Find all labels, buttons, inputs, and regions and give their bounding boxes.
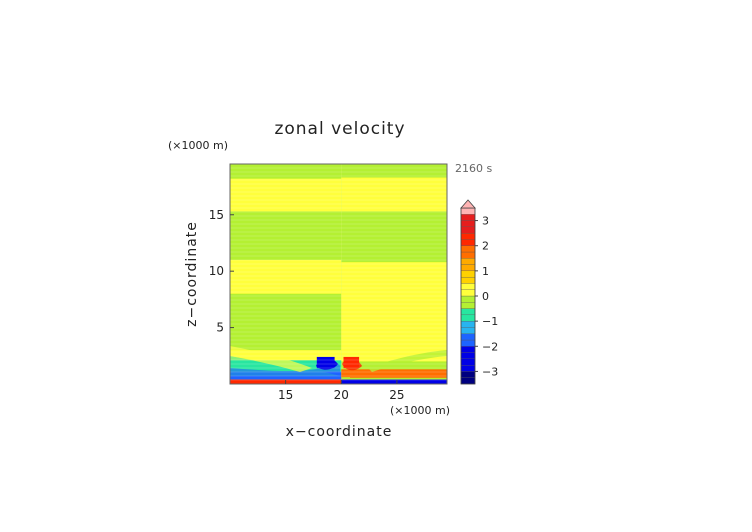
x-unit-label: (×1000 m) [390,404,450,417]
velocity-field [230,164,447,384]
y-ticks: 5 10 15 [209,208,234,335]
colorbar-tick-label: 1 [482,265,489,278]
velocity-region-6 [341,262,447,362]
x-ticks: 15 20 25 [278,380,405,402]
y-axis-label: z−coordinate [184,221,200,327]
colorbar-ticks: 3 2 1 0 −1 −2 −3 [475,215,498,378]
x-tick-label: 25 [389,388,404,402]
colorbar-swatch [460,276,476,284]
colorbar-swatch [460,314,476,322]
colorbar-extend-arrow [460,199,476,209]
colorbar-swatch [460,302,476,309]
colorbar-tick-label: −3 [482,365,498,378]
velocity-region-10 [341,369,447,378]
right-warm-layer [350,370,447,378]
colorbar-swatch [460,207,476,215]
y-tick-label: 10 [209,264,224,278]
velocity-region-3 [230,211,342,260]
colorbar-swatch [460,346,476,353]
right-ridge [368,350,447,372]
chart-title: zonal velocity [274,119,405,139]
colorbar-tick-label: 0 [482,290,489,303]
y-tick-label: 5 [216,321,224,335]
colorbar-swatch [460,251,476,259]
colorbar-swatch [460,264,476,272]
velocity-region-5 [341,177,447,212]
plot-area [230,164,447,384]
colorbar-swatch [460,220,476,228]
right-vortex [342,358,362,371]
colorbar-swatch [460,214,476,221]
colorbar-swatch [460,226,476,234]
colorbar-swatch [460,339,476,347]
x-tick-label: 20 [334,388,349,402]
colorbar-swatch [460,258,476,265]
plot-frame [229,163,448,385]
velocity-region-2 [230,164,342,179]
colorbar-swatch [460,352,476,360]
colorbar-tick-label: −2 [482,340,498,353]
colorbar-swatch [460,377,476,385]
faint-gridlines [230,167,447,381]
colorbar-tick-label: 2 [482,240,489,253]
colorbar-swatch [460,308,476,316]
colorbar-swatch [460,245,476,253]
colorbar-tick-label: −1 [482,315,498,328]
colorbar-swatch [460,358,476,366]
upper-left-lobe [230,346,312,372]
colorbar [460,199,476,385]
y-unit-label: (×1000 m) [168,139,228,152]
colorbar-swatch [460,232,476,240]
x-tick-label: 15 [278,388,293,402]
colorbar-swatch [460,320,476,328]
colorbar-tick-label: 3 [482,215,489,228]
colorbar-swatch [460,239,476,246]
colorbar-swatch [460,283,476,290]
colorbar-swatch [460,364,476,372]
left-jet-core [230,362,340,378]
colorbar-swatch [460,295,476,303]
colorbar-swatch [460,333,476,341]
colorbar-swatch [460,371,476,378]
velocity-features [230,346,447,378]
time-label: 2160 s [455,162,492,175]
colorbar-swatch [460,327,476,334]
y-tick-label: 15 [209,208,224,222]
left-vortex [316,358,338,370]
colorbar-swatch [460,270,476,278]
x-axis-label: x−coordinate [286,424,393,440]
velocity-region-11 [341,379,447,384]
velocity-region-4 [230,293,342,351]
colorbar-swatch [460,289,476,297]
